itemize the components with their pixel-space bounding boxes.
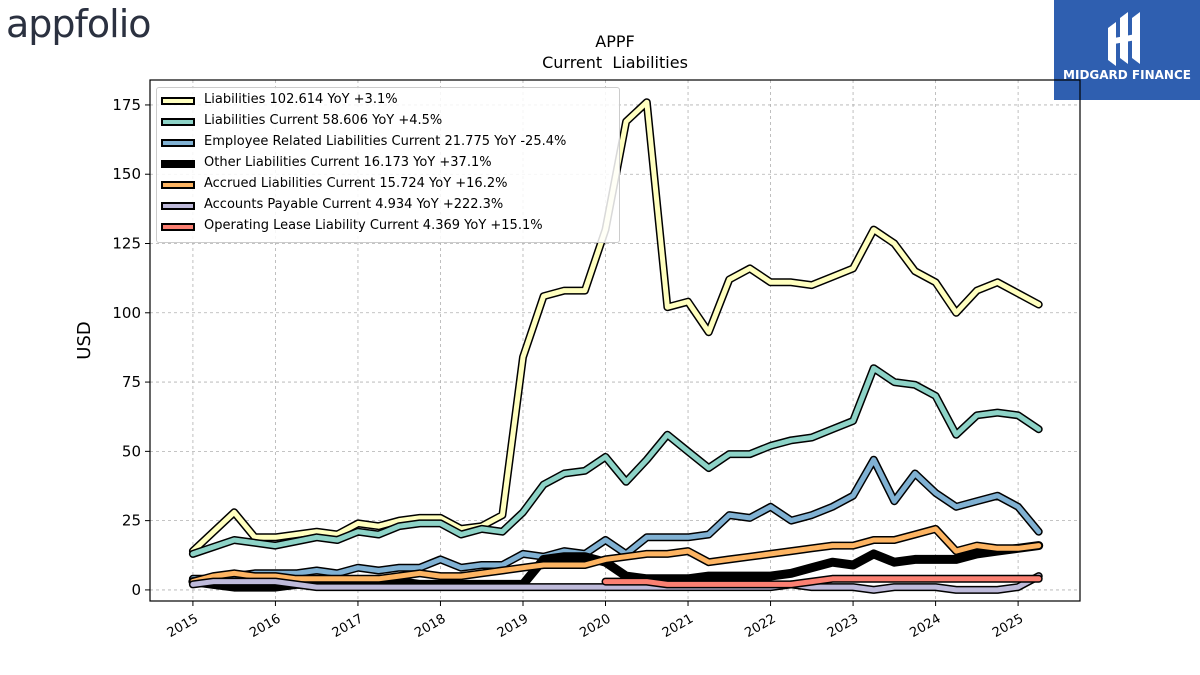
legend-item-liabilities-current: Liabilities Current 58.606 YoY +4.5% xyxy=(157,112,617,132)
series-outline-1 xyxy=(188,364,1043,558)
y-tick-label: 50 xyxy=(122,442,141,460)
legend-item-operating-lease: Operating Lease Liability Current 4.369 … xyxy=(157,217,617,237)
y-tick-label: 25 xyxy=(122,512,141,530)
appfolio-logo: appfolio xyxy=(6,2,152,46)
y-tick-label: 125 xyxy=(112,235,141,253)
legend-item-employee-related: Employee Related Liabilities Current 21.… xyxy=(157,133,617,153)
x-tick-label: 2020 xyxy=(577,611,613,641)
x-tick-label: 2021 xyxy=(660,611,696,641)
legend-label-accounts-payable: Accounts Payable Current 4.934 YoY +222.… xyxy=(204,197,504,212)
midgard-finance-badge: MIDGARD FINANCE xyxy=(1054,0,1200,100)
x-tick-label: 2015 xyxy=(165,611,201,641)
x-tick-label: 2023 xyxy=(825,611,861,641)
legend-label-operating-lease: Operating Lease Liability Current 4.369 … xyxy=(204,218,543,233)
x-tick-label: 2025 xyxy=(990,611,1026,641)
legend-label-liabilities-current: Liabilities Current 58.606 YoY +4.5% xyxy=(204,113,443,128)
series-line-1 xyxy=(190,365,1042,557)
chart-subtitle: Current Liabilities xyxy=(542,53,688,72)
y-axis-label: USD xyxy=(74,321,95,359)
legend-item-other-liabilities: Other Liabilities Current 16.173 YoY +37… xyxy=(157,154,617,174)
legend-label-accrued-liabilities: Accrued Liabilities Current 15.724 YoY +… xyxy=(204,176,508,191)
x-tick-label: 2022 xyxy=(742,611,778,641)
legend-swatch-other-liabilities xyxy=(161,160,195,168)
legend-swatch-operating-lease xyxy=(161,223,195,231)
legend-label-other-liabilities: Other Liabilities Current 16.173 YoY +37… xyxy=(204,155,492,170)
legend-swatch-accounts-payable xyxy=(161,202,195,210)
x-tick-label: 2019 xyxy=(495,611,531,641)
x-tick-label: 2024 xyxy=(907,611,943,641)
legend-swatch-liabilities-current xyxy=(161,118,195,126)
y-tick-label: 100 xyxy=(112,304,141,322)
series-line-5 xyxy=(190,573,1042,593)
legend-item-accrued-liabilities: Accrued Liabilities Current 15.724 YoY +… xyxy=(157,175,617,195)
x-tick-label: 2016 xyxy=(247,611,283,641)
series-line-0 xyxy=(190,99,1042,554)
series-line-2 xyxy=(190,457,1042,582)
legend-label-liabilities: Liabilities 102.614 YoY +3.1% xyxy=(204,92,398,107)
chart-legend: Liabilities 102.614 YoY +3.1% Liabilitie… xyxy=(156,87,620,243)
midgard-logo-icon xyxy=(1108,12,1140,66)
x-tick-label: 2018 xyxy=(412,611,448,641)
legend-swatch-liabilities xyxy=(161,97,195,105)
legend-label-employee-related: Employee Related Liabilities Current 21.… xyxy=(204,134,567,149)
plot-frame xyxy=(149,79,1081,602)
y-tick-label: 75 xyxy=(122,373,141,391)
y-tick-label: 175 xyxy=(112,96,141,114)
midgard-finance-label: MIDGARD FINANCE xyxy=(1063,68,1191,82)
legend-item-liabilities: Liabilities 102.614 YoY +3.1% xyxy=(157,91,617,111)
series-line-4 xyxy=(190,526,1042,585)
legend-swatch-accrued-liabilities xyxy=(161,181,195,189)
y-tick-label: 0 xyxy=(131,581,141,599)
series-line-6 xyxy=(603,576,1042,587)
x-tick-label: 2017 xyxy=(330,611,366,641)
legend-swatch-employee-related xyxy=(161,139,195,147)
legend-item-accounts-payable: Accounts Payable Current 4.934 YoY +222.… xyxy=(157,196,617,216)
chart-title: APPF xyxy=(595,32,634,51)
y-tick-label: 150 xyxy=(112,165,141,183)
